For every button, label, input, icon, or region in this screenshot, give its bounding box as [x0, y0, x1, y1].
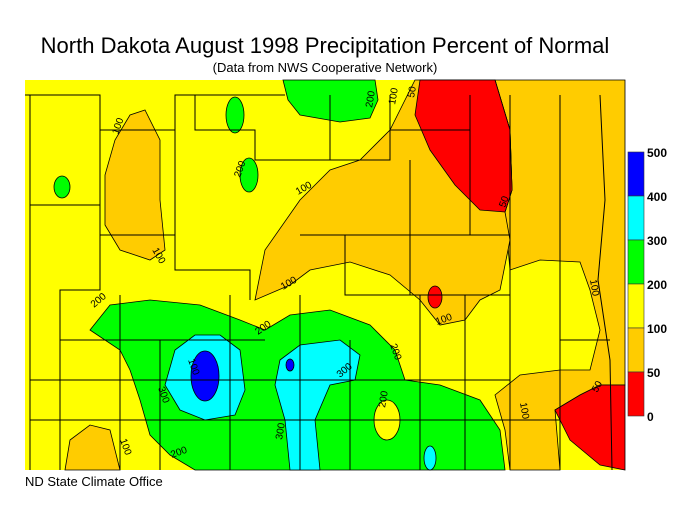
footer-credit: ND State Climate Office: [25, 474, 163, 489]
legend-swatch-0-50: [627, 371, 645, 417]
region-300-400-small: [423, 445, 437, 471]
contour-label: 50: [497, 194, 511, 209]
legend-swatch-200-300: [627, 239, 645, 285]
contour-label: 200: [364, 90, 378, 109]
contour-label: 100: [387, 87, 401, 106]
legend-tick: 300: [647, 234, 667, 248]
region-400-500-small: [285, 358, 295, 372]
legend-tick: 500: [647, 146, 667, 160]
legend-swatch-50-100: [627, 327, 645, 373]
legend-swatch-400-500: [627, 151, 645, 197]
contour-label: 50: [406, 85, 419, 98]
legend-swatch-100-200: [627, 283, 645, 329]
region-50-100-southwest: [64, 424, 121, 471]
county-boundaries: [25, 94, 613, 471]
legend-tick: 100: [647, 322, 667, 336]
region-400-500-west: [190, 350, 220, 402]
map-area: [25, 79, 626, 471]
legend-swatch-300-400: [627, 195, 645, 241]
region-50-100-northwest: [104, 109, 166, 261]
legend-labels: 500 400 300 200 100 50 0: [647, 146, 667, 424]
color-legend: [627, 151, 645, 417]
contour-label: 100: [587, 279, 601, 298]
region-200-300-small-3: [239, 157, 259, 193]
region-200-300-small-2: [225, 96, 245, 134]
region-0-50-southeast: [554, 384, 626, 471]
map-title: North Dakota August 1998 Precipitation P…: [40, 33, 610, 58]
legend-tick: 0: [647, 410, 654, 424]
region-0-50-small: [427, 285, 443, 309]
region-200-300-small-1: [53, 175, 71, 199]
legend-tick: 200: [647, 278, 667, 292]
region-300-400-central: [274, 339, 361, 471]
contour-label: 50: [590, 379, 605, 395]
legend-tick: 50: [647, 366, 661, 380]
contour-label: 200: [377, 390, 391, 409]
contour-label: 100: [517, 402, 531, 421]
legend-tick: 400: [647, 190, 667, 204]
contour-label: 300: [274, 422, 288, 441]
map-subtitle: (Data from NWS Cooperative Network): [212, 60, 438, 75]
region-0-50-northeast: [414, 79, 513, 213]
